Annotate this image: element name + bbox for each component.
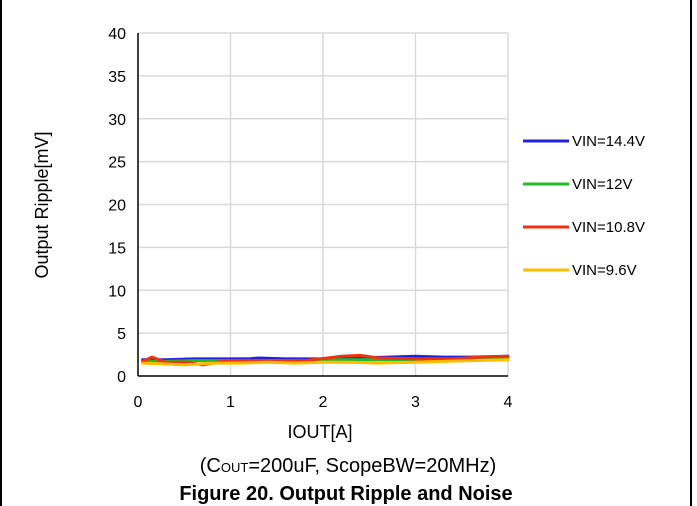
legend-label-3: VIN=9.6V	[572, 262, 637, 279]
series-line-0	[141, 354, 510, 362]
x-tick-label: 3	[411, 394, 420, 411]
series-layer	[141, 353, 510, 367]
y-axis-title: Output Ripple[mV]	[32, 131, 52, 278]
figure-title: Figure 20. Output Ripple and Noise	[179, 483, 512, 505]
legend-label-1: VIN=12V	[572, 176, 632, 193]
series-line-2	[141, 353, 510, 367]
plot-area-border	[137, 33, 508, 377]
y-tick-label: 25	[108, 155, 126, 172]
x-axis-title: IOUT[A]	[287, 422, 352, 442]
legend: VIN=14.4V VIN=12V VIN=10.8V VIN=9.6V	[523, 133, 645, 279]
y-axis-ticks: 0 5 10 15 20 25 30 35 40	[108, 26, 126, 386]
legend-label-0: VIN=14.4V	[572, 133, 645, 150]
y-tick-label: 35	[108, 69, 126, 86]
x-tick-label: 0	[134, 394, 143, 411]
y-tick-label: 40	[108, 26, 126, 43]
y-tick-label: 30	[108, 112, 126, 129]
x-tick-label: 2	[319, 394, 328, 411]
series-line-3	[141, 358, 510, 367]
y-tick-label: 5	[117, 326, 126, 343]
x-tick-label: 1	[226, 394, 235, 411]
chart-grid	[138, 32, 509, 376]
condition-subscript: OUT	[221, 460, 249, 475]
y-tick-label: 15	[108, 240, 126, 257]
x-axis-ticks: 0 1 2 3 4	[134, 394, 513, 411]
condition-rest: =200uF, ScopeBW=20MHz)	[248, 455, 496, 477]
x-tick-label: 4	[504, 394, 513, 411]
condition-prefix: (C	[200, 455, 221, 477]
y-tick-label: 10	[108, 283, 126, 300]
y-tick-label: 20	[108, 198, 126, 215]
condition-caption: (COUT=200uF, ScopeBW=20MHz)	[200, 455, 496, 477]
y-tick-label: 0	[117, 369, 126, 386]
legend-label-2: VIN=10.8V	[572, 219, 645, 236]
